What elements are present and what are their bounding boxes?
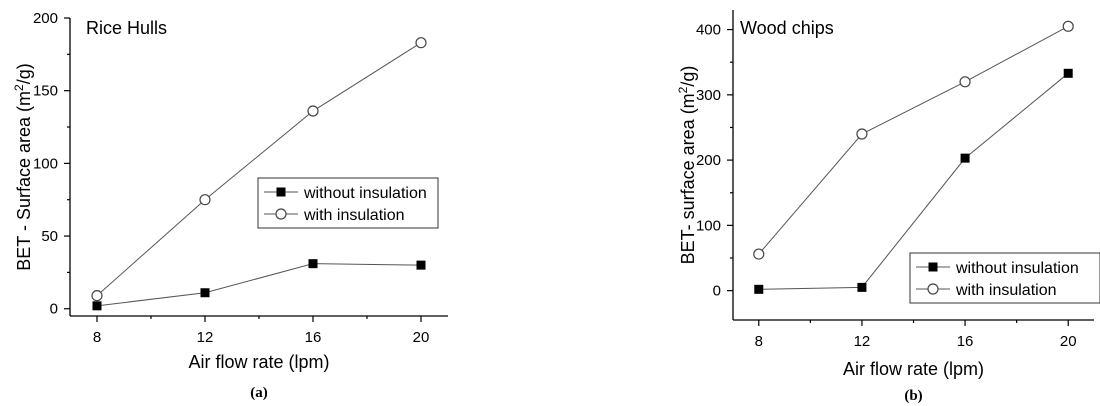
legend-marker-circle: [927, 283, 939, 295]
chart-panel-b: 0 100 200 300 400 8 12 16 20 Wood chips Air flow r…: [660, 0, 1100, 406]
y-tick-label: 300: [696, 87, 721, 104]
y-tick-label: 400: [696, 22, 721, 39]
chart-title: Rice Hulls: [86, 18, 167, 38]
y-axis-title-sup: 2: [676, 86, 690, 93]
y-axis-title: BET- surface area (m2/g): [676, 66, 698, 265]
y-tick-label: 200: [33, 10, 58, 27]
legend-marker-circle: [275, 208, 287, 220]
data-point-square: [857, 282, 867, 292]
x-tick-label: 20: [1060, 333, 1077, 350]
legend-label: with insulation: [955, 282, 1057, 299]
data-point-square: [92, 301, 102, 311]
y-tick-label: 200: [696, 152, 721, 169]
data-point-circle: [415, 37, 427, 49]
x-tick-label: 12: [854, 333, 871, 350]
legend-box: [257, 177, 439, 229]
y-axis-title-base: BET - Surface area (m: [14, 91, 34, 271]
data-point-circle: [91, 290, 103, 302]
data-point-circle: [1062, 20, 1074, 32]
chart-panel-a: 0 50 100 150 200 8 12 16 20 Rice Hulls Air flow ra…: [12, 10, 448, 401]
x-tick-label: 16: [305, 329, 322, 346]
y-axis-title-tail: /g): [14, 63, 34, 84]
data-point-square: [200, 288, 210, 298]
y-tick-label: 0: [50, 301, 58, 318]
y-axis-title-sup: 2: [12, 84, 26, 91]
data-point-circle: [959, 76, 971, 88]
data-point-square: [960, 153, 970, 163]
y-axis-title: BET - Surface area (m2/g): [12, 63, 34, 270]
data-point-circle: [307, 105, 319, 117]
y-axis-title-base: BET- surface area (m: [678, 93, 698, 264]
x-axis-title: Air flow rate (lpm): [188, 352, 329, 372]
x-tick-label: 16: [957, 333, 974, 350]
legend-marker-square: [276, 187, 286, 197]
figure-caption: (a): [250, 385, 268, 401]
figure-caption: (b): [904, 388, 922, 404]
chart-title: Wood chips: [740, 18, 834, 38]
series-line-without-insulation: [96, 263, 422, 307]
data-point-square: [416, 260, 426, 270]
data-point-circle: [856, 128, 868, 140]
series-line-with-insulation: [758, 25, 1069, 255]
legend-box: [909, 252, 1100, 304]
series-line-without-insulation: [758, 72, 1069, 290]
y-tick-label: 100: [33, 155, 58, 172]
data-point-circle: [199, 194, 211, 206]
y-axis-title-tail: /g): [678, 66, 698, 87]
data-point-square: [308, 259, 318, 269]
y-tick-label: 150: [33, 83, 58, 100]
wood-chips-chart: 0 100 200 300 400 8 12 16 20 Wood chips Air flow r…: [676, 10, 1100, 404]
series-line-with-insulation: [96, 42, 422, 297]
data-point-square: [1063, 68, 1073, 78]
data-point-square: [754, 284, 764, 294]
data-point-circle: [753, 248, 765, 260]
y-tick-label: 0: [713, 283, 721, 300]
y-tick-label: 100: [696, 217, 721, 234]
legend-label: with insulation: [303, 207, 405, 224]
x-tick-label: 12: [197, 329, 214, 346]
rice-hulls-chart: 0 50 100 150 200 8 12 16 20 Rice Hulls Air flow ra…: [12, 10, 448, 401]
x-tick-label: 8: [755, 333, 763, 350]
legend-label: without insulation: [303, 185, 427, 202]
x-axis-title: Air flow rate (lpm): [843, 359, 984, 379]
legend-label: without insulation: [955, 260, 1079, 277]
x-tick-label: 8: [93, 329, 101, 346]
legend-marker-square: [928, 262, 938, 272]
x-tick-label: 20: [413, 329, 430, 346]
y-tick-label: 50: [41, 228, 58, 245]
